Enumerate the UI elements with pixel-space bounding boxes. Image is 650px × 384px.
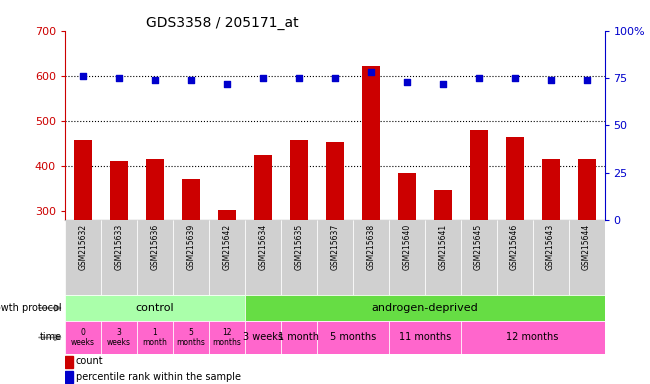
Bar [74, 140, 92, 220]
Bar [182, 179, 200, 220]
Text: GSM215640: GSM215640 [402, 224, 411, 270]
Text: GSM215635: GSM215635 [294, 224, 304, 270]
Text: GSM215632: GSM215632 [79, 224, 88, 270]
Bar [245, 220, 281, 295]
Bar [110, 161, 128, 220]
Bar [398, 173, 416, 220]
Text: 0
weeks: 0 weeks [71, 328, 95, 347]
Text: GSM215646: GSM215646 [510, 224, 519, 270]
Bar [65, 220, 101, 295]
Point [186, 77, 196, 83]
Bar [389, 321, 461, 354]
Text: time: time [40, 333, 62, 343]
Text: 1
month: 1 month [142, 328, 167, 347]
Point [510, 75, 520, 81]
Text: percentile rank within the sample: percentile rank within the sample [76, 371, 240, 381]
Bar [497, 220, 532, 295]
Text: GSM215639: GSM215639 [187, 224, 196, 270]
Bar [281, 321, 317, 354]
Text: GSM215642: GSM215642 [222, 224, 231, 270]
Text: 12 months: 12 months [506, 333, 559, 343]
Bar [137, 220, 173, 295]
Text: 3
weeks: 3 weeks [107, 328, 131, 347]
Bar [101, 321, 137, 354]
Point [330, 75, 340, 81]
Text: 3 weeks: 3 weeks [243, 333, 283, 343]
Point [473, 75, 484, 81]
Bar [281, 220, 317, 295]
Bar [317, 220, 353, 295]
Text: control: control [136, 303, 174, 313]
Text: GSM215634: GSM215634 [258, 224, 267, 270]
Bar [461, 321, 604, 354]
Bar [173, 220, 209, 295]
Text: 11 months: 11 months [398, 333, 451, 343]
Point [150, 77, 160, 83]
Point [257, 75, 268, 81]
Bar [137, 321, 173, 354]
Bar [65, 371, 73, 382]
Bar [209, 220, 245, 295]
Text: count: count [76, 356, 103, 366]
Bar [245, 321, 281, 354]
Bar [361, 66, 380, 220]
Text: 1 month: 1 month [278, 333, 319, 343]
Point [545, 77, 556, 83]
Bar [461, 220, 497, 295]
Text: GSM215643: GSM215643 [546, 224, 555, 270]
Point [114, 75, 124, 81]
Bar [173, 321, 209, 354]
Bar [245, 295, 604, 321]
Bar [424, 220, 461, 295]
Text: 5 months: 5 months [330, 333, 376, 343]
Bar [470, 130, 488, 220]
Bar [326, 142, 344, 220]
Bar [290, 140, 308, 220]
Bar [434, 190, 452, 220]
Bar [541, 159, 560, 220]
Text: GSM215645: GSM215645 [474, 224, 483, 270]
Text: growth protocol: growth protocol [0, 303, 62, 313]
Bar [209, 321, 245, 354]
Bar [218, 210, 236, 220]
Bar [146, 159, 164, 220]
Bar [353, 220, 389, 295]
Text: GSM215633: GSM215633 [114, 224, 124, 270]
Point [78, 73, 88, 79]
Text: GSM215636: GSM215636 [150, 224, 159, 270]
Point [581, 77, 592, 83]
Point [294, 75, 304, 81]
Text: GSM215644: GSM215644 [582, 224, 591, 270]
Text: GSM215637: GSM215637 [330, 224, 339, 270]
Bar [254, 155, 272, 220]
Text: 12
months: 12 months [213, 328, 241, 347]
Bar [101, 220, 137, 295]
Text: GDS3358 / 205171_at: GDS3358 / 205171_at [146, 16, 298, 30]
Bar [65, 321, 101, 354]
Text: 5
months: 5 months [176, 328, 205, 347]
Text: GSM215638: GSM215638 [366, 224, 375, 270]
Text: GSM215641: GSM215641 [438, 224, 447, 270]
Bar [532, 220, 569, 295]
Bar [65, 295, 245, 321]
Point [365, 69, 376, 75]
Bar [317, 321, 389, 354]
Bar [577, 159, 595, 220]
Point [402, 79, 412, 85]
Text: androgen-deprived: androgen-deprived [371, 303, 478, 313]
Point [437, 81, 448, 87]
Bar [389, 220, 424, 295]
Point [222, 81, 232, 87]
Bar [65, 356, 73, 367]
Bar [569, 220, 604, 295]
Bar [506, 137, 524, 220]
